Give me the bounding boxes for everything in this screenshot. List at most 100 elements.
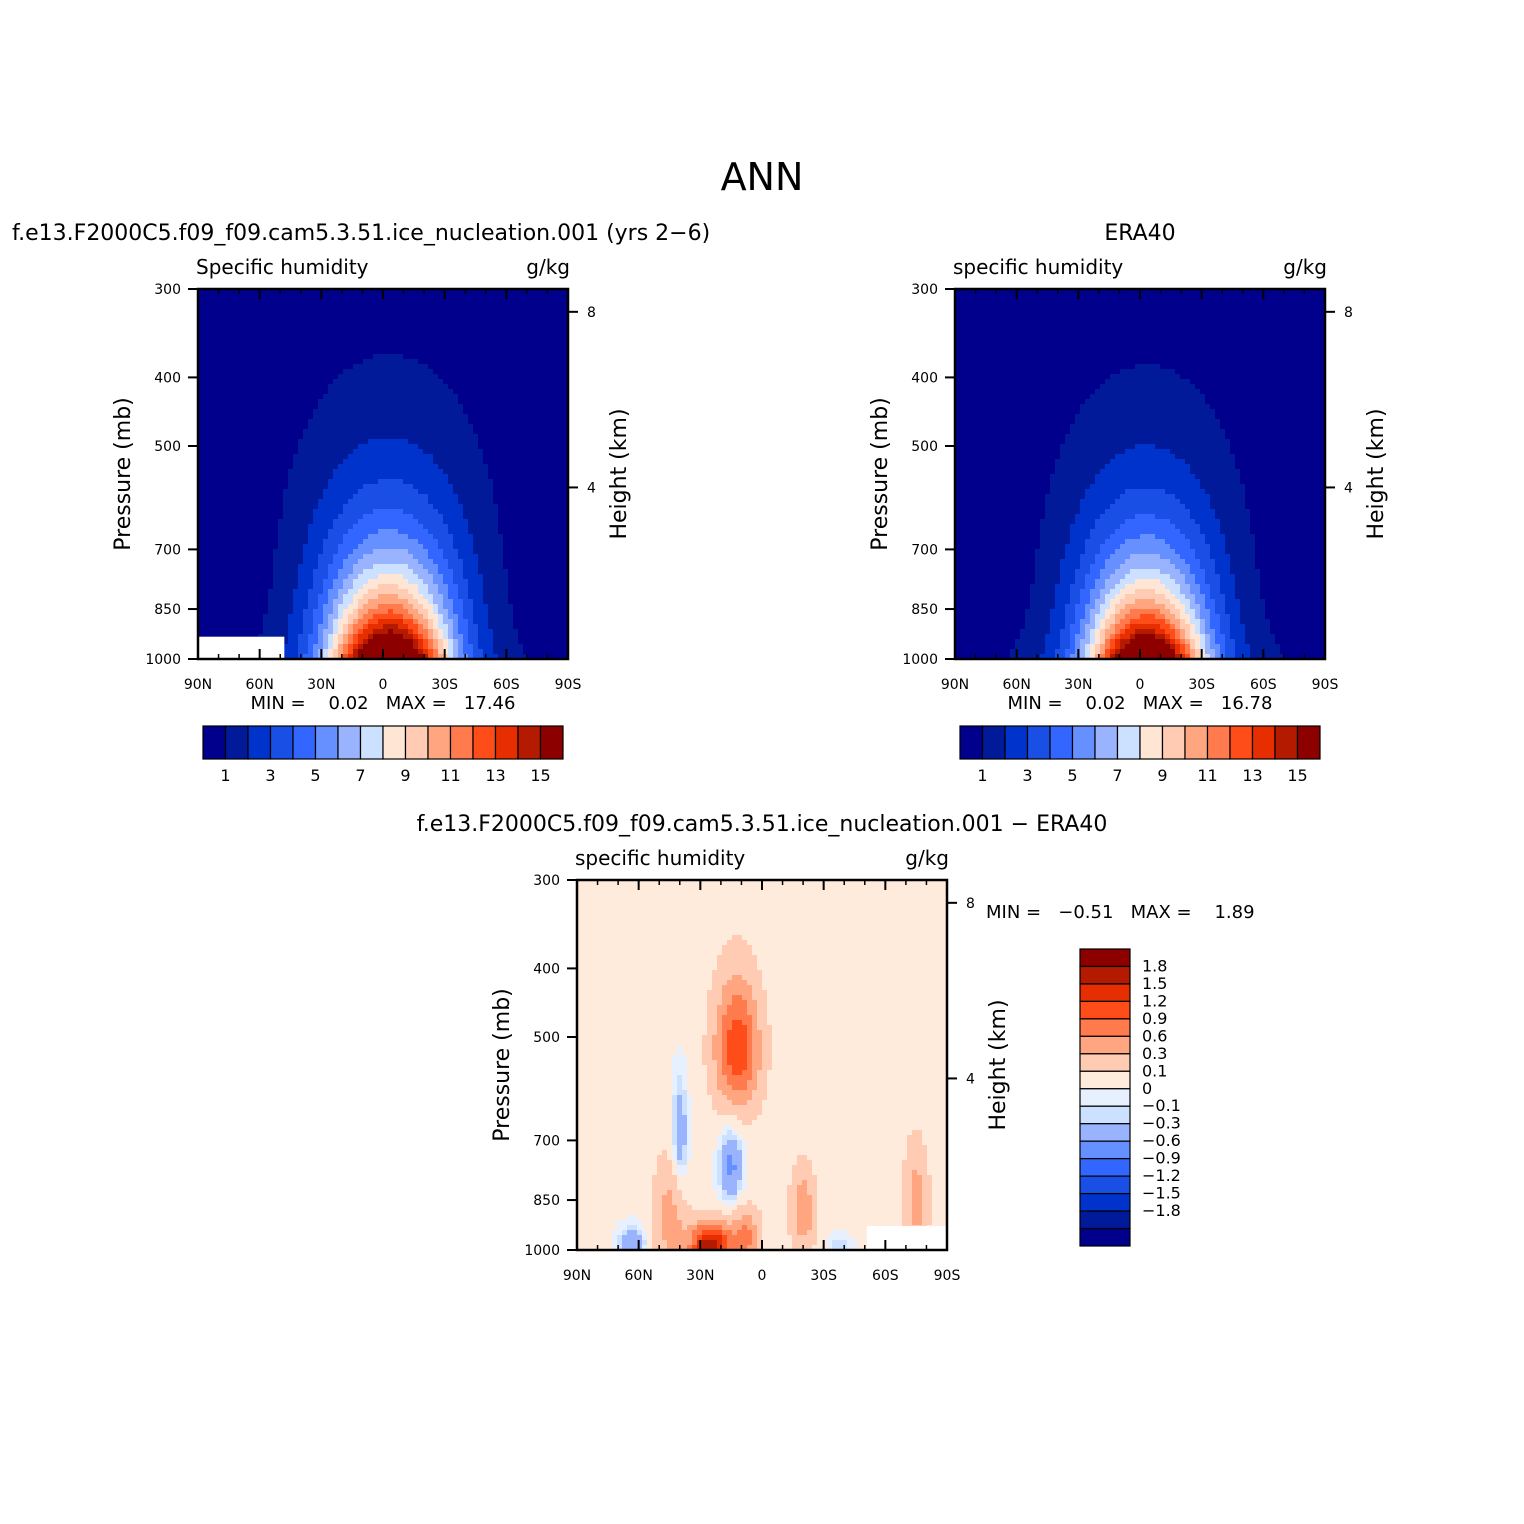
field-cell xyxy=(243,624,249,630)
field-cell xyxy=(503,379,509,385)
field-cell xyxy=(513,449,519,455)
field-cell xyxy=(358,609,364,615)
field-cell xyxy=(338,604,344,610)
field-cell xyxy=(308,549,314,555)
field-cell xyxy=(423,609,429,615)
field-cell xyxy=(288,599,294,605)
field-cell xyxy=(273,329,279,335)
field-cell xyxy=(533,354,539,360)
field-cell xyxy=(428,304,434,310)
field-cell xyxy=(253,449,259,455)
field-cell xyxy=(258,344,264,350)
field-cell xyxy=(448,299,454,305)
field-cell xyxy=(513,464,519,470)
field-cell xyxy=(343,339,349,345)
field-cell xyxy=(338,294,344,300)
field-cell xyxy=(348,464,354,470)
field-cell xyxy=(248,464,254,470)
field-cell xyxy=(218,599,224,605)
field-cell xyxy=(248,454,254,460)
field-cell xyxy=(218,534,224,540)
field-cell xyxy=(403,294,409,300)
field-cell xyxy=(268,424,274,430)
field-cell xyxy=(398,549,404,555)
field-cell xyxy=(288,464,294,470)
field-cell xyxy=(343,404,349,410)
field-cell xyxy=(523,579,529,585)
field-cell xyxy=(248,509,254,515)
field-cell xyxy=(213,324,219,330)
field-cell xyxy=(483,494,489,500)
field-cell xyxy=(533,429,539,435)
field-cell xyxy=(423,304,429,310)
field-cell xyxy=(313,479,319,485)
field-cell xyxy=(373,444,379,450)
field-cell xyxy=(263,579,269,585)
field-cell xyxy=(453,624,459,630)
field-cell xyxy=(203,559,209,565)
field-cell xyxy=(353,374,359,380)
field-cell xyxy=(413,429,419,435)
field-cell xyxy=(523,499,529,505)
field-cell xyxy=(493,349,499,355)
field-cell xyxy=(463,484,469,490)
field-cell xyxy=(508,464,514,470)
field-cell xyxy=(288,409,294,415)
field-cell xyxy=(248,624,254,630)
field-cell xyxy=(423,369,429,375)
field-cell xyxy=(393,609,399,615)
field-cell xyxy=(513,619,519,625)
field-cell xyxy=(253,459,259,465)
field-cell xyxy=(518,404,524,410)
field-cell xyxy=(293,484,299,490)
field-cell xyxy=(298,354,304,360)
field-cell xyxy=(388,589,394,595)
field-cell xyxy=(268,579,274,585)
field-cell xyxy=(388,454,394,460)
field-cell xyxy=(248,379,254,385)
field-cell xyxy=(278,294,284,300)
field-cell xyxy=(283,559,289,565)
field-cell xyxy=(328,569,334,575)
field-cell xyxy=(333,374,339,380)
field-cell xyxy=(248,349,254,355)
field-cell xyxy=(448,469,454,475)
field-cell xyxy=(463,429,469,435)
field-cell xyxy=(213,529,219,535)
field-cell xyxy=(303,649,309,655)
field-cell xyxy=(203,314,209,320)
field-cell xyxy=(338,424,344,430)
field-cell xyxy=(283,554,289,560)
field-cell xyxy=(488,294,494,300)
field-cell xyxy=(248,469,254,475)
field-cell xyxy=(473,289,479,295)
field-cell xyxy=(218,524,224,530)
field-cell xyxy=(338,594,344,600)
field-cell xyxy=(473,399,479,405)
field-cell xyxy=(473,534,479,540)
field-cell xyxy=(248,534,254,540)
field-cell xyxy=(328,534,334,540)
field-cell xyxy=(528,314,534,320)
field-cell xyxy=(373,359,379,365)
field-cell xyxy=(273,289,279,295)
field-cell xyxy=(253,424,259,430)
field-cell xyxy=(403,539,409,545)
field-cell xyxy=(243,429,249,435)
field-cell xyxy=(508,344,514,350)
field-cell xyxy=(323,304,329,310)
field-cell xyxy=(298,304,304,310)
field-cell xyxy=(343,534,349,540)
field-cell xyxy=(373,609,379,615)
field-cell xyxy=(323,519,329,525)
field-cell xyxy=(448,399,454,405)
field-cell xyxy=(283,654,289,660)
field-cell xyxy=(423,524,429,530)
field-cell xyxy=(488,409,494,415)
field-cell xyxy=(278,299,284,305)
field-cell xyxy=(488,374,494,380)
field-cell xyxy=(373,649,379,655)
field-cell xyxy=(323,329,329,335)
field-cell xyxy=(373,574,379,580)
field-cell xyxy=(533,419,539,425)
